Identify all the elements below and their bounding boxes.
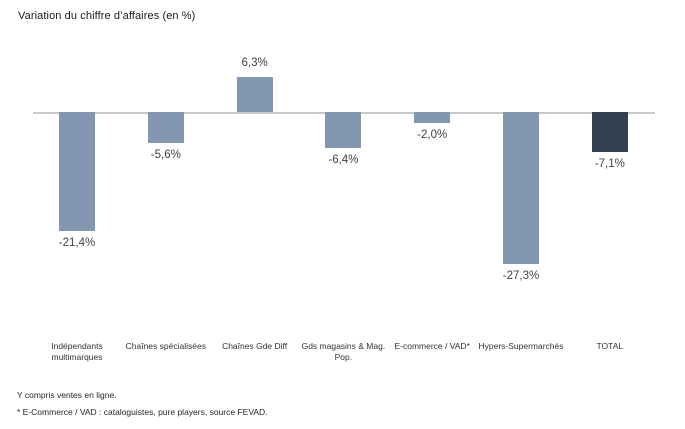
category-label: E-commerce / VAD* [394, 341, 470, 351]
footnote-online-sales: Y compris ventes en ligne. [17, 390, 117, 400]
chart-title: Variation du chiffre d’affaires (en %) [18, 10, 196, 22]
category-label: Indépendants multimarques [51, 341, 103, 363]
category-label: TOTAL [596, 341, 624, 351]
bar-value-label: -5,6% [150, 149, 181, 162]
chart-bar [325, 112, 362, 148]
bar-value-label: -7,1% [594, 157, 625, 170]
bar-value-label: -27,3% [502, 270, 540, 283]
chart-bar [503, 112, 539, 265]
chart-bar [59, 112, 95, 232]
bar-value-label: 6,3% [241, 56, 268, 69]
bar-value-label: -21,4% [58, 237, 96, 250]
chart-bar [414, 112, 451, 124]
bar-value-label: -2,0% [417, 129, 448, 142]
category-label: Gds magasins & Mag. Pop. [301, 341, 386, 363]
category-label: Hypers-Supermarchés [478, 341, 564, 351]
chart-bar [147, 112, 184, 144]
chart-bar [236, 76, 273, 112]
category-label: Chaînes spécialisées [125, 341, 206, 351]
bar-value-label: -6,4% [328, 153, 359, 166]
category-label: Chaînes Gde Diff [222, 341, 288, 351]
chart-bar-total [591, 112, 628, 152]
footnote-ecommerce-source: * E-Commerce / VAD : cataloguistes, pure… [17, 407, 268, 417]
